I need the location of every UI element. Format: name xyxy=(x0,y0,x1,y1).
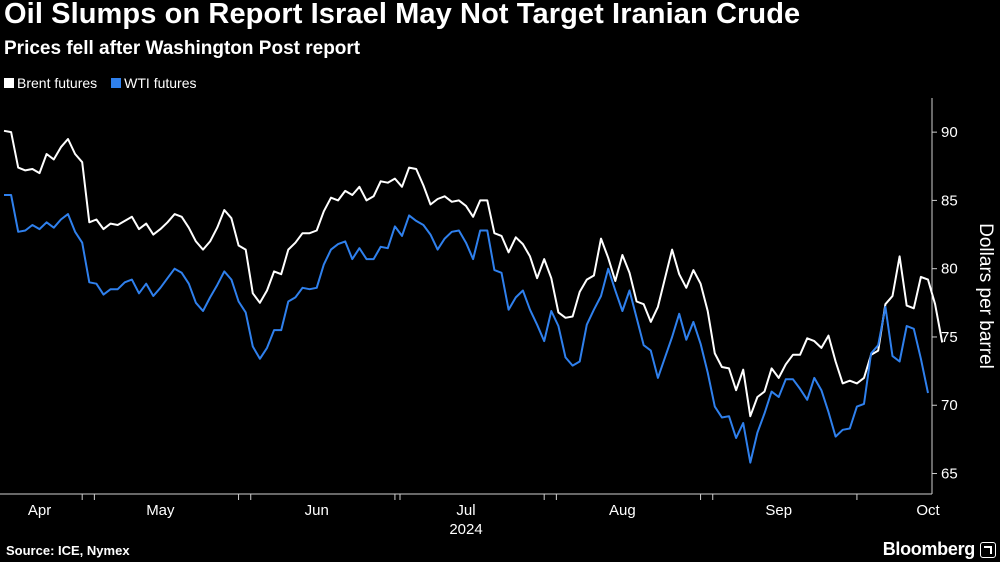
series-line-brent xyxy=(3,129,944,418)
x-tick-label: May xyxy=(146,502,175,519)
y-tick-label: 80 xyxy=(941,261,958,278)
legend: Brent futures WTI futures xyxy=(4,75,211,91)
x-tick-label: Apr xyxy=(28,502,51,519)
y-axis-title: Dollars per barrel xyxy=(975,223,996,369)
legend-item-brent: Brent futures xyxy=(4,75,97,91)
y-tick-label: 75 xyxy=(941,329,958,346)
brand-arrow-icon xyxy=(980,541,996,558)
legend-item-wti: WTI futures xyxy=(111,75,197,91)
x-year-label: 2024 xyxy=(449,521,482,538)
chart-subtitle: Prices fell after Washington Post report xyxy=(4,38,361,59)
x-tick-label: Sep xyxy=(765,502,792,519)
chart-title: Oil Slumps on Report Israel May Not Targ… xyxy=(4,0,801,30)
x-tick-label: Jun xyxy=(305,502,329,519)
legend-swatch-brent xyxy=(4,78,14,88)
x-tick-label: Jul xyxy=(456,502,475,519)
x-tick-label: Aug xyxy=(609,502,636,519)
y-tick-label: 85 xyxy=(941,192,958,209)
y-tick-label: 70 xyxy=(941,397,958,414)
legend-swatch-wti xyxy=(111,78,122,88)
y-tick-label: 65 xyxy=(941,466,958,483)
legend-label-wti: WTI futures xyxy=(124,75,197,91)
brand-logo: Bloomberg xyxy=(883,539,996,560)
series-line-wti xyxy=(4,194,929,464)
y-tick-label: 90 xyxy=(941,124,958,141)
x-tick-label: Oct xyxy=(916,502,940,519)
source-note: Source: ICE, Nymex xyxy=(6,543,130,558)
legend-label-brent: Brent futures xyxy=(17,75,98,91)
brand-name: Bloomberg xyxy=(882,539,976,559)
